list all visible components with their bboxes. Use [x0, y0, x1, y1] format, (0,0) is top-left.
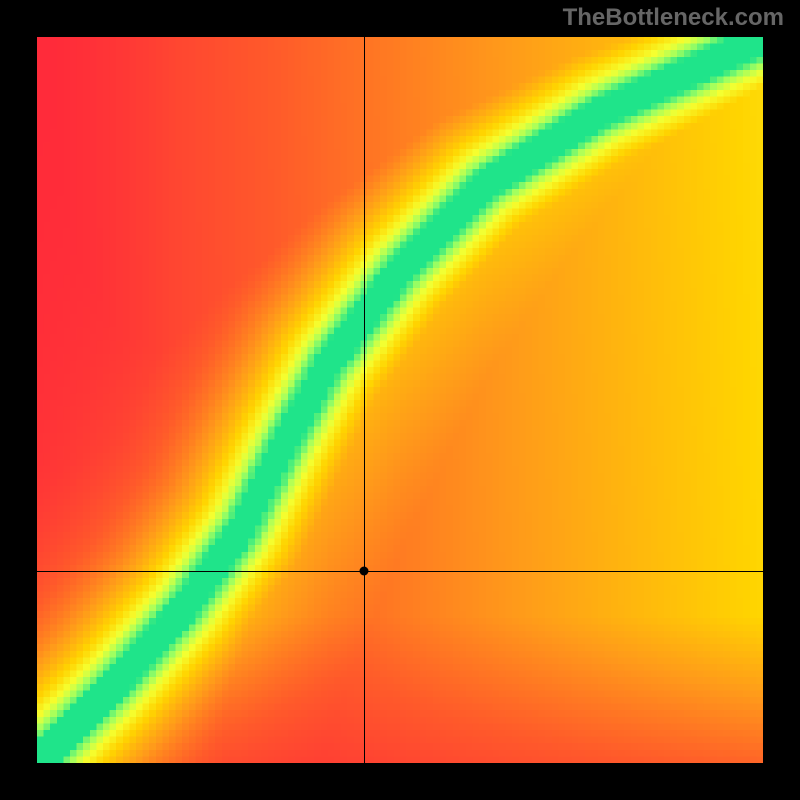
crosshair-point [359, 566, 368, 575]
plot-area [37, 37, 763, 763]
crosshair-vertical [364, 37, 365, 763]
crosshair-horizontal [37, 571, 763, 572]
heatmap-canvas [37, 37, 763, 763]
watermark-text: TheBottleneck.com [563, 4, 784, 32]
chart-container: TheBottleneck.com [0, 0, 800, 800]
